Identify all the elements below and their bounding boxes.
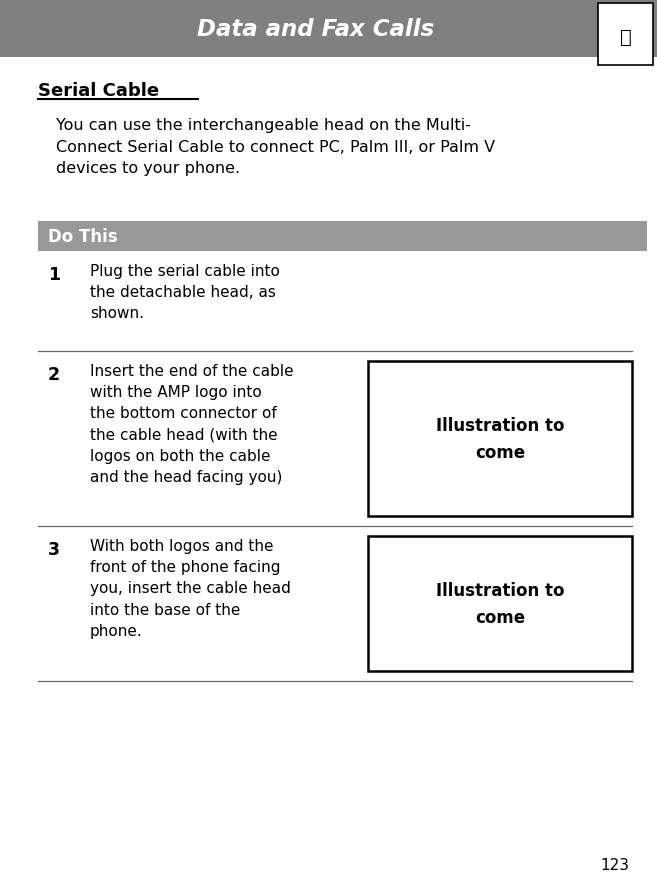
Text: You can use the interchangeable head on the Multi-
Connect Serial Cable to conne: You can use the interchangeable head on … <box>56 118 495 176</box>
Bar <box>598 4 653 66</box>
Text: Serial Cable: Serial Cable <box>38 82 159 100</box>
Text: Do This: Do This <box>48 228 118 246</box>
Text: 3: 3 <box>48 540 60 559</box>
Bar <box>38 222 647 252</box>
Text: 1: 1 <box>48 266 60 283</box>
Text: 123: 123 <box>600 857 629 872</box>
Bar <box>368 536 632 671</box>
Text: Illustration to
come: Illustration to come <box>436 582 564 626</box>
Text: Insert the end of the cable
with the AMP logo into
the bottom connector of
the c: Insert the end of the cable with the AMP… <box>90 364 294 485</box>
Text: Data and Fax Calls: Data and Fax Calls <box>196 18 434 40</box>
Text: 🎧: 🎧 <box>620 28 631 46</box>
Text: Plug the serial cable into
the detachable head, as
shown.: Plug the serial cable into the detachabl… <box>90 264 280 321</box>
Bar <box>0 0 657 58</box>
Text: Illustration to
come: Illustration to come <box>436 417 564 461</box>
Text: 2: 2 <box>48 366 60 384</box>
Bar <box>368 361 632 517</box>
Text: With both logos and the
front of the phone facing
you, insert the cable head
int: With both logos and the front of the pho… <box>90 538 291 638</box>
